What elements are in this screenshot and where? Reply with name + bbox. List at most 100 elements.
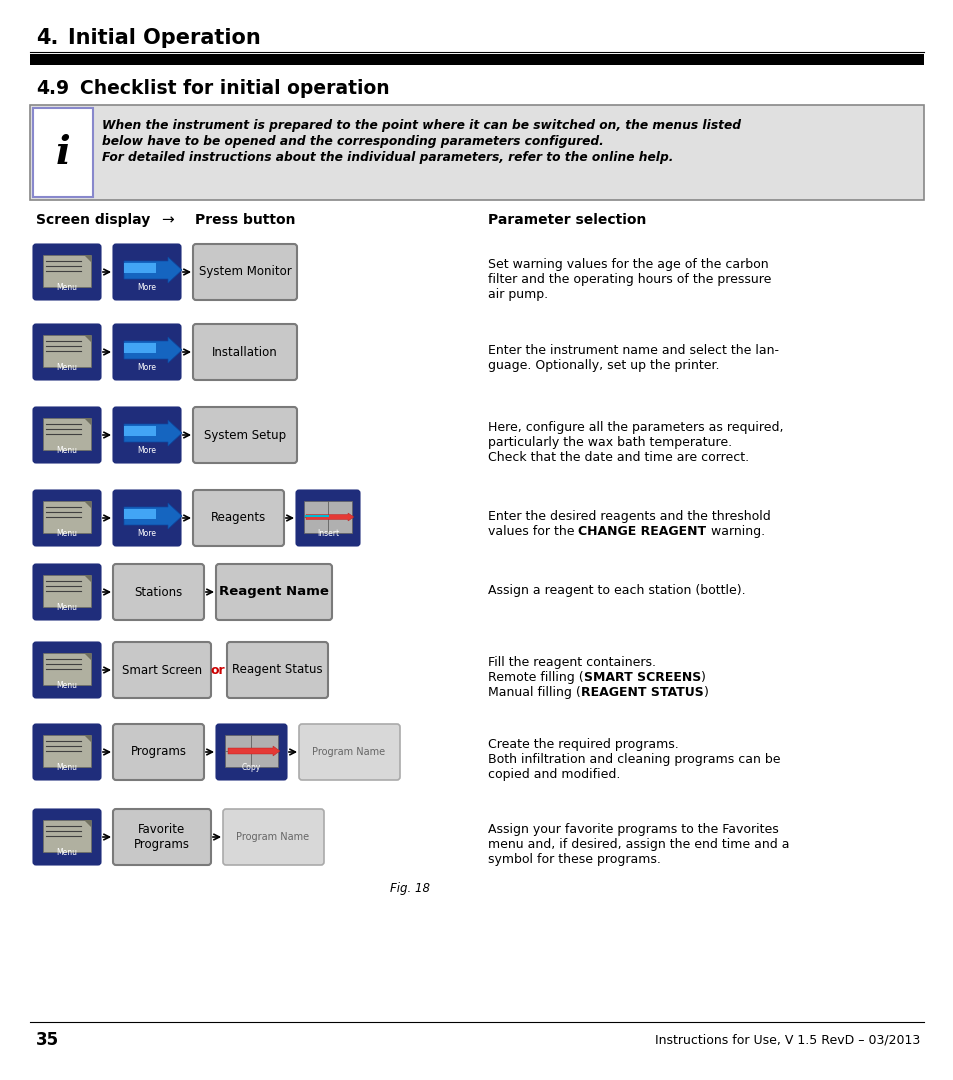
Text: Checklist for initial operation: Checklist for initial operation [80,79,389,97]
Text: More: More [137,529,156,538]
FancyBboxPatch shape [33,725,100,780]
Text: Menu: Menu [56,363,77,372]
FancyBboxPatch shape [113,490,180,545]
FancyArrow shape [124,264,156,273]
FancyBboxPatch shape [193,324,296,380]
FancyBboxPatch shape [43,735,91,767]
Text: Installation: Installation [212,346,277,359]
FancyBboxPatch shape [112,642,211,698]
FancyBboxPatch shape [216,725,286,780]
Text: Menu: Menu [56,529,77,538]
FancyBboxPatch shape [33,108,92,197]
Text: Reagent Name: Reagent Name [219,585,329,598]
FancyArrow shape [124,509,156,519]
Text: Smart Screen: Smart Screen [122,663,202,676]
Text: Menu: Menu [56,762,77,772]
Text: Instructions for Use, V 1.5 RevD – 03/2013: Instructions for Use, V 1.5 RevD – 03/20… [654,1034,919,1047]
FancyBboxPatch shape [113,244,180,299]
Text: Enter the desired reagents and the threshold: Enter the desired reagents and the thres… [488,510,770,523]
FancyArrow shape [124,503,182,529]
Polygon shape [84,735,91,742]
Text: Enter the instrument name and select the lan-: Enter the instrument name and select the… [488,345,779,357]
Text: menu and, if desired, assign the end time and a: menu and, if desired, assign the end tim… [488,838,789,851]
FancyBboxPatch shape [30,105,923,200]
Text: Programs: Programs [131,745,186,758]
Text: 4.: 4. [36,28,58,48]
Text: System Monitor: System Monitor [198,266,291,279]
Text: Remote filling (: Remote filling ( [488,671,583,684]
Polygon shape [84,820,91,827]
Text: More: More [137,363,156,372]
FancyBboxPatch shape [193,407,296,463]
FancyBboxPatch shape [33,324,100,379]
Text: copied and modified.: copied and modified. [488,768,619,781]
Text: CHANGE REAGENT: CHANGE REAGENT [578,525,706,538]
Text: REAGENT STATUS: REAGENT STATUS [580,686,702,699]
Text: Program Name: Program Name [236,832,309,842]
FancyBboxPatch shape [43,335,91,367]
Text: For detailed instructions about the individual parameters, refer to the online h: For detailed instructions about the indi… [102,151,673,164]
Text: More: More [137,283,156,292]
Text: Menu: Menu [56,603,77,612]
FancyArrow shape [228,746,280,756]
Text: Press button: Press button [194,213,295,227]
FancyBboxPatch shape [30,54,923,65]
Text: SMART SCREENS: SMART SCREENS [583,671,700,684]
Text: i: i [55,134,71,172]
FancyArrow shape [124,420,182,446]
FancyBboxPatch shape [112,724,204,780]
Polygon shape [84,575,91,582]
FancyBboxPatch shape [33,490,100,545]
Text: Copy: Copy [242,762,261,772]
Text: Parameter selection: Parameter selection [488,213,646,227]
FancyBboxPatch shape [43,820,91,852]
FancyBboxPatch shape [33,244,100,299]
FancyBboxPatch shape [33,565,100,620]
Text: guage. Optionally, set up the printer.: guage. Optionally, set up the printer. [488,359,719,372]
FancyArrow shape [306,513,354,521]
FancyBboxPatch shape [113,407,180,462]
FancyBboxPatch shape [296,490,359,545]
Text: symbol for these programs.: symbol for these programs. [488,853,660,866]
Polygon shape [84,418,91,426]
Text: Here, configure all the parameters as required,: Here, configure all the parameters as re… [488,421,782,434]
FancyBboxPatch shape [43,575,91,607]
Text: warning.: warning. [706,525,764,538]
Text: 35: 35 [36,1031,59,1049]
FancyArrow shape [124,257,182,283]
Text: Fill the reagent containers.: Fill the reagent containers. [488,656,656,669]
Text: ): ) [700,671,705,684]
Text: Menu: Menu [56,446,77,455]
Text: Screen display: Screen display [36,213,150,227]
FancyBboxPatch shape [43,418,91,450]
Text: filter and the operating hours of the pressure: filter and the operating hours of the pr… [488,273,771,286]
Text: More: More [137,446,156,455]
FancyBboxPatch shape [223,809,324,865]
FancyBboxPatch shape [215,564,332,620]
Polygon shape [84,653,91,660]
Text: Menu: Menu [56,848,77,858]
Text: below have to be opened and the corresponding parameters configured.: below have to be opened and the correspo… [102,135,603,148]
FancyBboxPatch shape [298,724,399,780]
FancyArrow shape [124,337,182,363]
Text: Assign your favorite programs to the Favorites: Assign your favorite programs to the Fav… [488,823,778,836]
Text: Both infiltration and cleaning programs can be: Both infiltration and cleaning programs … [488,753,780,766]
FancyBboxPatch shape [112,564,204,620]
FancyBboxPatch shape [193,244,296,300]
Text: air pump.: air pump. [488,288,548,301]
Text: Fig. 18: Fig. 18 [390,882,430,895]
FancyBboxPatch shape [43,501,91,534]
FancyArrow shape [124,343,156,353]
FancyBboxPatch shape [43,653,91,685]
Text: Reagents: Reagents [211,512,266,525]
FancyBboxPatch shape [33,407,100,462]
Polygon shape [84,501,91,508]
Text: Stations: Stations [134,585,182,598]
Text: Manual filling (: Manual filling ( [488,686,580,699]
FancyBboxPatch shape [225,735,277,767]
Text: Insert: Insert [316,529,338,538]
Text: Initial Operation: Initial Operation [68,28,260,48]
Text: or: or [211,663,225,676]
Text: Favorite
Programs: Favorite Programs [133,823,190,851]
Text: System Setup: System Setup [204,429,286,442]
